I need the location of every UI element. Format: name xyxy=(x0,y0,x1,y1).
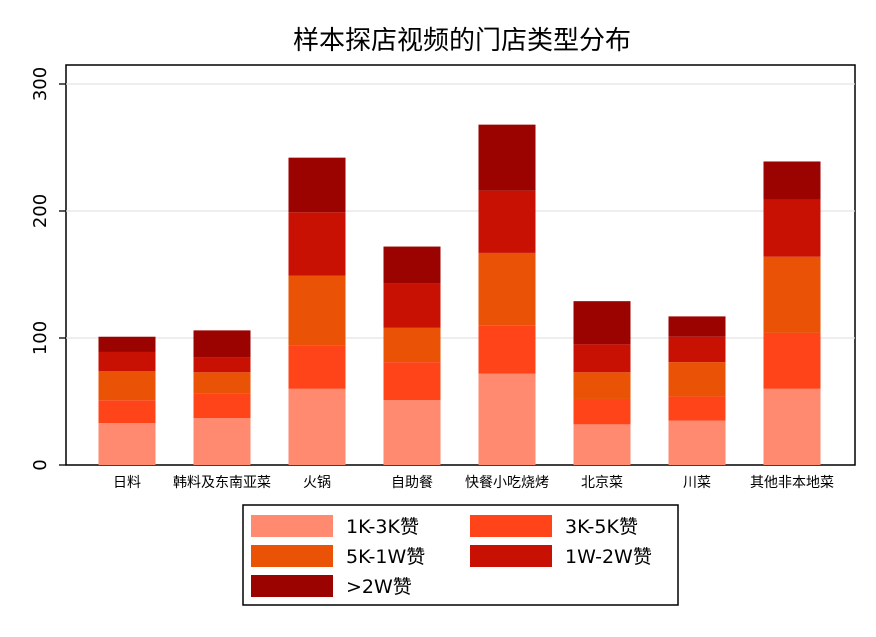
bar-segment xyxy=(478,124,536,191)
bar-segment xyxy=(98,423,156,465)
bar-segment xyxy=(573,424,631,465)
bar-segment xyxy=(763,388,821,465)
x-tick-label: 快餐小吃烧烤 xyxy=(465,475,549,491)
bars xyxy=(98,124,821,465)
bar-segment xyxy=(383,400,441,465)
bar-segment xyxy=(98,400,156,424)
legend-swatch xyxy=(470,515,552,537)
y-tick-label: 100 xyxy=(30,321,51,355)
x-axis: 日料 韩料及东南亚菜 火锅 自助餐 快餐小吃烧烤 北京菜 川菜 其他非本地菜 xyxy=(113,475,834,491)
legend-swatch xyxy=(251,575,333,597)
bar-segment xyxy=(573,301,631,345)
bar-segment xyxy=(573,398,631,425)
bar-segment xyxy=(193,357,251,373)
x-tick-label: 日料 xyxy=(113,475,141,491)
bar-segment xyxy=(573,372,631,399)
y-tick-label: 200 xyxy=(30,194,51,228)
bar-segment xyxy=(668,362,726,397)
legend-label: 3K-5K赞 xyxy=(565,516,638,538)
bar-segment xyxy=(668,336,726,363)
y-tick-label: 0 xyxy=(30,459,51,470)
bar-segment xyxy=(383,246,441,284)
x-tick-label: 川菜 xyxy=(683,475,711,491)
plot-frame xyxy=(65,64,856,466)
bar-segment xyxy=(98,371,156,401)
bar-segment xyxy=(288,157,346,213)
legend-label: 1K-3K赞 xyxy=(346,516,419,538)
bar-segment xyxy=(193,372,251,394)
legend-swatch xyxy=(251,515,333,537)
bar-segment xyxy=(193,393,251,419)
bar-segment xyxy=(573,344,631,373)
bar-segment xyxy=(383,283,441,328)
legend-swatch xyxy=(470,545,552,567)
x-tick-label: 北京菜 xyxy=(581,475,623,491)
chart-title: 样本探店视频的门店类型分布 xyxy=(293,26,631,56)
grid-lines xyxy=(66,83,855,339)
bar-segment xyxy=(763,161,821,200)
bar-segment xyxy=(668,316,726,337)
legend-label: >2W赞 xyxy=(346,576,412,598)
bar-segment xyxy=(668,396,726,421)
bar-segment xyxy=(763,332,821,389)
bar-segment xyxy=(763,256,821,333)
bar-segment xyxy=(478,325,536,374)
y-axis: 0 100 200 300 xyxy=(30,67,66,471)
x-tick-label: 火锅 xyxy=(303,475,331,491)
bar-segment xyxy=(98,336,156,352)
bar-segment xyxy=(288,212,346,276)
bar-segment xyxy=(288,388,346,465)
bar-segment xyxy=(668,420,726,465)
legend-label: 5K-1W赞 xyxy=(346,546,425,568)
bar-segment xyxy=(478,190,536,253)
bar-segment xyxy=(98,351,156,372)
bar-segment xyxy=(478,373,536,465)
y-tick-label: 300 xyxy=(30,67,51,101)
bar-segment xyxy=(193,330,251,358)
legend-label: 1W-2W赞 xyxy=(565,546,652,568)
legend-items: 1K-3K赞 3K-5K赞 5K-1W赞 1W-2W赞 >2W赞 xyxy=(251,515,652,598)
bar-segment xyxy=(383,327,441,363)
x-tick-label: 其他非本地菜 xyxy=(750,475,834,491)
bar-segment xyxy=(193,418,251,465)
x-tick-label: 韩料及东南亚菜 xyxy=(173,475,271,491)
bar-segment xyxy=(288,345,346,389)
x-tick-label: 自助餐 xyxy=(391,475,433,491)
bar-segment xyxy=(383,362,441,401)
legend-swatch xyxy=(251,545,333,567)
bar-segment xyxy=(288,275,346,346)
bar-segment xyxy=(763,199,821,257)
bar-segment xyxy=(478,252,536,326)
